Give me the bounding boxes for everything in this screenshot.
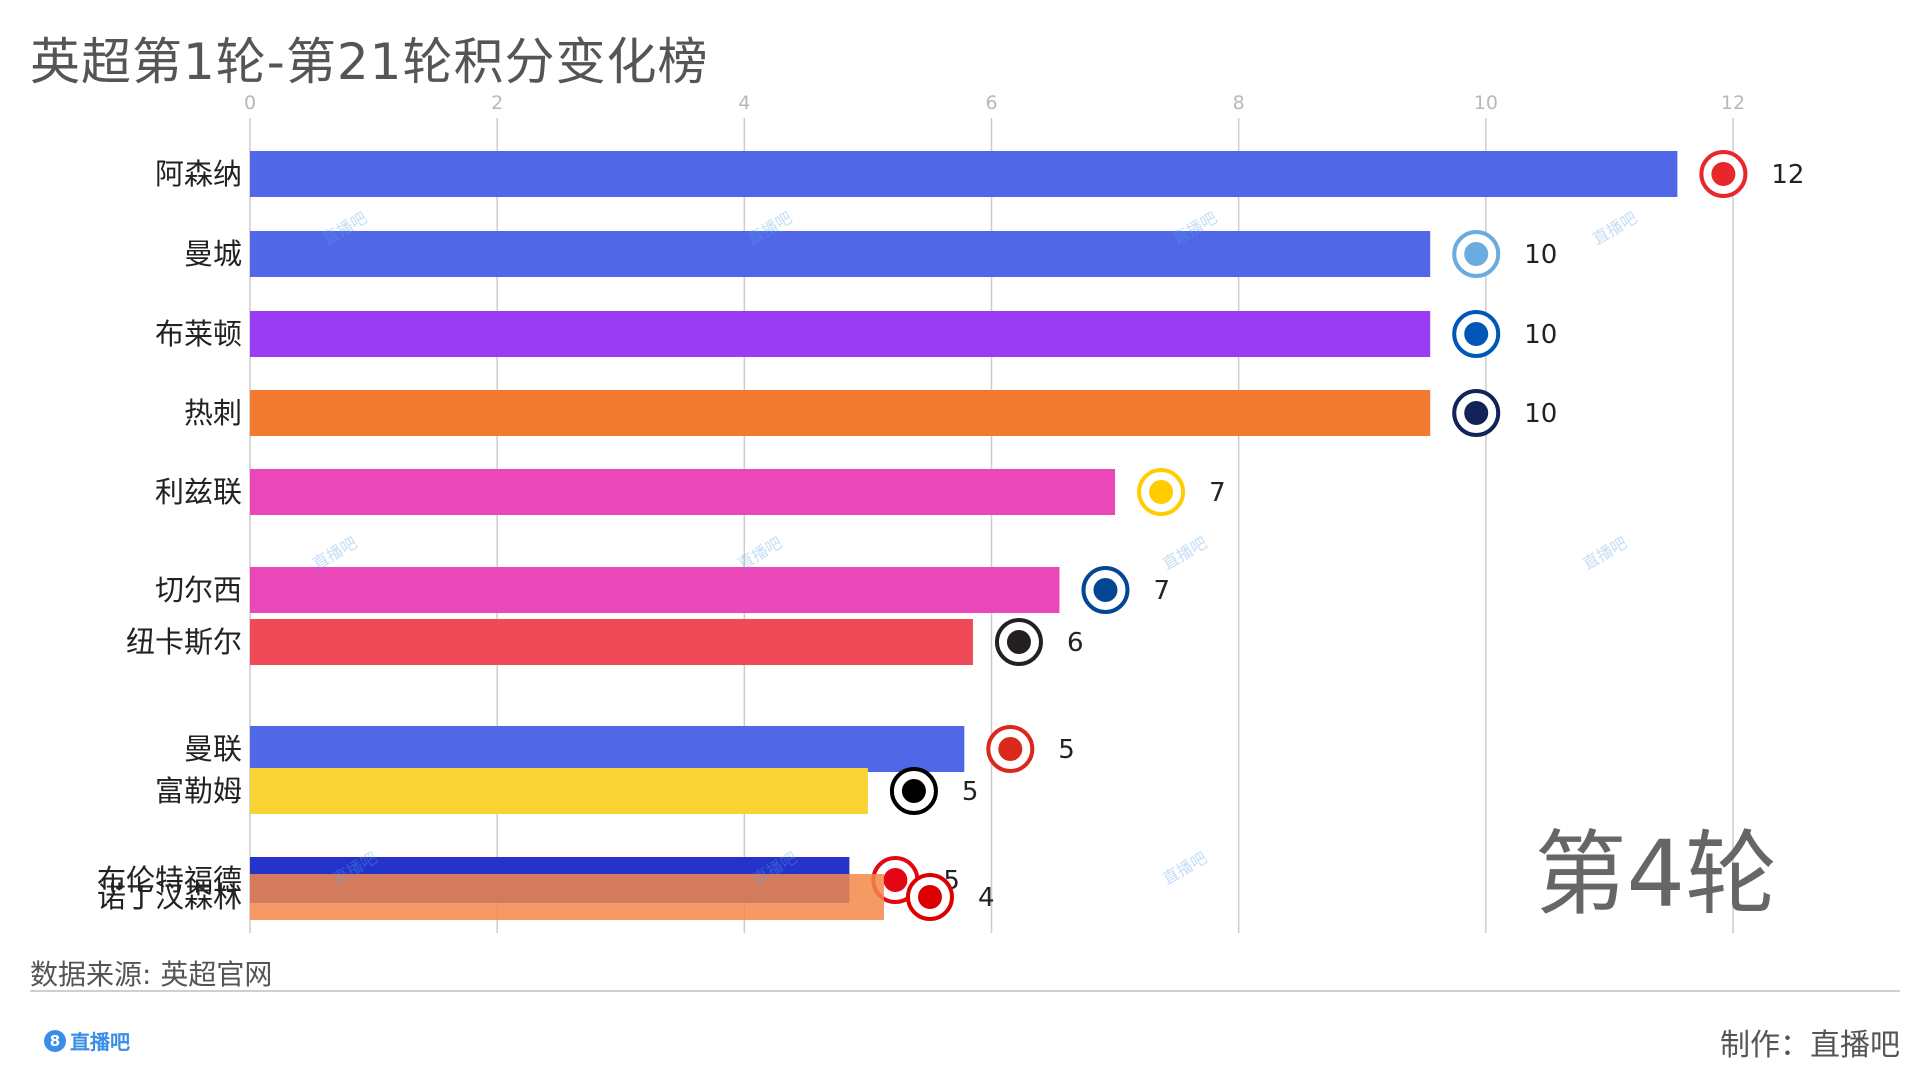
bar (250, 619, 973, 665)
value-label: 5 (962, 777, 979, 807)
leeds-badge-icon (1137, 468, 1186, 516)
brighton-badge-icon (1452, 310, 1501, 358)
man-city-badge-icon-core (1464, 242, 1489, 266)
x-tick-label: 8 (1233, 92, 1245, 114)
fulham-badge-icon (889, 767, 938, 815)
newcastle-badge-icon-core (1006, 630, 1031, 654)
brand-logo: 8 直播吧 (44, 1026, 130, 1055)
value-label: 6 (1067, 628, 1084, 658)
value-label: 10 (1524, 240, 1557, 270)
brentford-badge-icon-core (883, 868, 908, 892)
bar (250, 567, 1060, 613)
brighton-badge-icon-core (1464, 322, 1489, 346)
bar (250, 311, 1431, 357)
team-label: 富勒姆 (155, 774, 242, 808)
bar (250, 231, 1431, 277)
bar (250, 151, 1678, 197)
value-label: 5 (1058, 735, 1075, 765)
team-label: 诺丁汉森林 (97, 880, 242, 914)
brand-logo-icon: 8 (44, 1029, 66, 1052)
credit: 制作：直播吧 (1720, 1028, 1900, 1063)
value-label: 7 (1209, 478, 1226, 508)
forest-badge-icon-core (917, 885, 942, 909)
value-label: 7 (1153, 576, 1170, 606)
chart-title: 英超第1轮-第21轮积分变化榜 (30, 33, 709, 91)
x-tick-label: 10 (1474, 92, 1498, 114)
x-tick-label: 4 (738, 92, 750, 114)
value-label: 4 (978, 883, 995, 913)
x-tick-label: 2 (491, 92, 503, 114)
team-label: 曼城 (184, 237, 242, 271)
x-tick-label: 0 (244, 92, 256, 114)
man-utd-badge-icon-core (998, 737, 1023, 761)
newcastle-badge-icon (994, 618, 1043, 666)
x-tick-label: 12 (1721, 92, 1745, 114)
brand-name: 直播吧 (70, 1030, 130, 1054)
bar (250, 726, 965, 772)
leeds-badge-icon-core (1149, 480, 1174, 504)
value-label: 10 (1524, 320, 1557, 350)
value-label: 12 (1771, 160, 1804, 190)
team-label: 布莱顿 (155, 317, 242, 351)
team-label: 热刺 (184, 396, 242, 430)
team-label: 阿森纳 (155, 157, 242, 191)
bar (250, 469, 1116, 515)
team-label: 布伦特福德 (97, 863, 242, 897)
tottenham-badge-icon (1452, 389, 1501, 437)
round-indicator: 第4轮 (1534, 821, 1777, 928)
team-label: 切尔西 (155, 573, 242, 607)
team-label: 纽卡斯尔 (126, 625, 242, 659)
arsenal-badge-icon (1699, 150, 1748, 198)
x-tick-label: 6 (985, 92, 997, 114)
tottenham-badge-icon-core (1464, 401, 1489, 425)
fulham-badge-icon-core (901, 779, 926, 803)
arsenal-badge-icon-core (1711, 162, 1736, 186)
man-city-badge-icon (1452, 230, 1501, 278)
bar (250, 768, 868, 814)
value-label: 10 (1524, 399, 1557, 429)
data-source: 数据来源: 英超官网 (30, 958, 273, 991)
bar (250, 390, 1431, 436)
chelsea-badge-icon (1081, 566, 1130, 614)
team-label: 曼联 (184, 732, 242, 766)
bar (250, 874, 884, 920)
man-utd-badge-icon (986, 725, 1035, 773)
team-label: 利兹联 (155, 475, 242, 509)
chelsea-badge-icon-core (1093, 578, 1118, 602)
footer-divider (30, 990, 1900, 992)
forest-badge-icon (905, 873, 954, 921)
